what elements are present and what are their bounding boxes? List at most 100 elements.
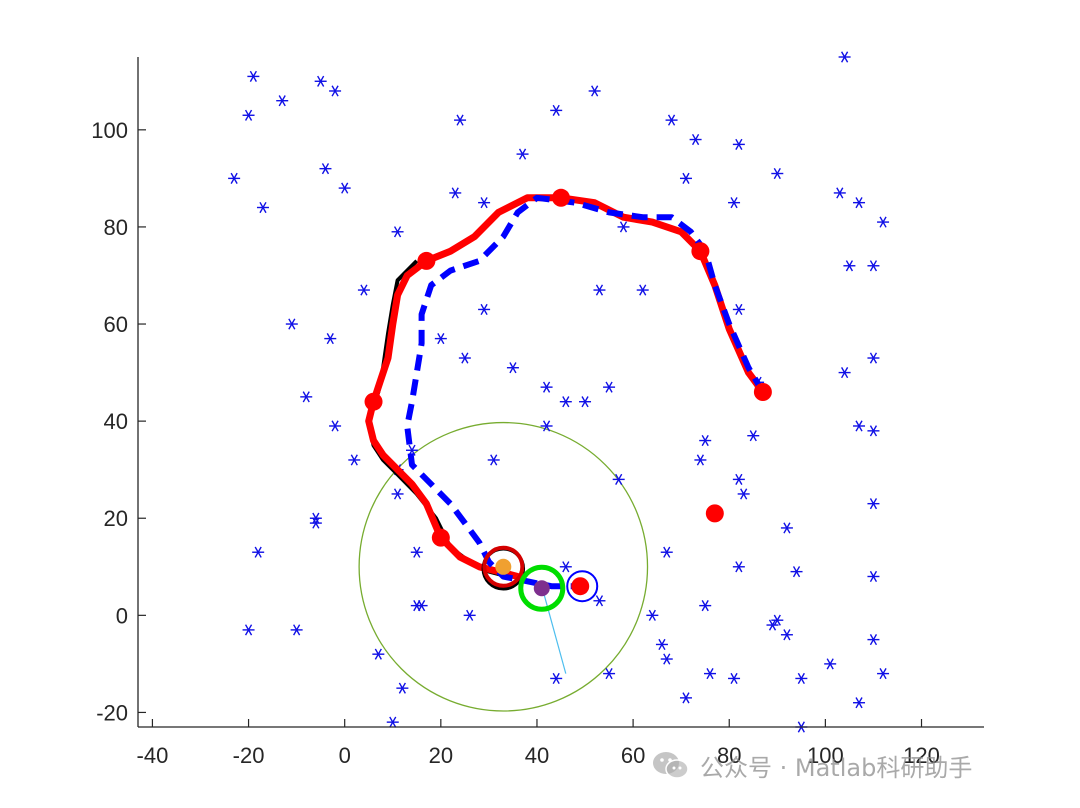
obstacle-stroke: [480, 197, 488, 209]
obstacle-stroke: [249, 70, 257, 82]
obstacle-point: [463, 609, 476, 621]
obstacle-point: [478, 197, 491, 209]
obstacle-point: [579, 396, 592, 408]
obstacle-stroke: [350, 454, 358, 466]
obstacle-point: [603, 381, 616, 393]
obstacle-point: [636, 284, 649, 296]
obstacle-point: [728, 672, 741, 685]
obstacle-stroke: [855, 420, 863, 432]
obstacle-point: [732, 303, 745, 316]
obstacle-point: [646, 609, 659, 621]
obstacle-point: [838, 367, 851, 379]
obstacle-stroke: [302, 391, 310, 403]
obstacle-point: [780, 522, 793, 534]
obstacle-point: [559, 561, 572, 573]
obstacle-point: [324, 333, 337, 345]
obstacle-stroke: [562, 561, 570, 573]
obstacle-stroke: [552, 672, 560, 685]
obstacle-stroke: [293, 624, 301, 636]
obstacle-point: [694, 454, 707, 466]
obstacle-stroke: [869, 498, 878, 510]
watermark-text: 公众号 · Matlab科研助手: [700, 754, 973, 782]
obstacle-stroke: [605, 381, 613, 393]
obstacle-stroke: [466, 609, 474, 621]
obstacle-stroke: [658, 638, 666, 651]
obstacle-point: [516, 148, 529, 160]
obstacle-stroke: [869, 425, 878, 437]
obstacle-point: [458, 352, 471, 364]
waypoint-marker: [417, 251, 436, 270]
obstacle-stroke: [244, 624, 253, 636]
obstacle-point: [593, 595, 606, 607]
obstacle-point: [540, 420, 553, 432]
obstacle-point: [228, 172, 241, 184]
obstacle-point: [617, 221, 630, 233]
obstacle-stroke: [393, 488, 402, 500]
current-position-dot: [495, 558, 512, 575]
obstacle-stroke: [562, 396, 570, 408]
obstacle-stroke: [701, 600, 709, 612]
obstacle-point: [867, 425, 880, 437]
obstacle-point: [867, 352, 880, 364]
obstacle-stroke: [619, 221, 628, 233]
obstacle-point: [506, 362, 519, 374]
obstacle-stroke: [855, 197, 863, 209]
obstacle-point: [478, 303, 491, 316]
obstacle-stroke: [331, 420, 339, 432]
obstacle-stroke: [735, 303, 743, 316]
obstacle-stroke: [773, 167, 781, 180]
obstacle-point: [540, 381, 553, 393]
obstacle-stroke: [288, 318, 296, 330]
obstacle-point: [679, 172, 692, 184]
obstacle-stroke: [413, 546, 421, 558]
obstacle-point: [454, 114, 467, 126]
obstacle-point: [867, 570, 880, 583]
obstacle-stroke: [321, 163, 330, 175]
tick-layer: -40 -20 0 20 40 60 80 100 120 -20 0 20 40 60 80 100: [91, 118, 940, 768]
obstacle-point: [780, 629, 793, 641]
obstacle-point: [242, 624, 255, 636]
obstacle-point: [329, 85, 342, 97]
sensor-range-layer: [358, 421, 649, 712]
obstacle-point: [699, 600, 712, 612]
obstacle-point: [309, 517, 322, 529]
watermark: 公众号 · Matlab科研助手: [652, 748, 972, 783]
obstacle-stroke: [451, 187, 459, 199]
obstacle-stroke: [663, 546, 671, 558]
obstacle-stroke: [667, 114, 676, 126]
obstacle-stroke: [518, 148, 527, 160]
obstacle-point: [867, 260, 880, 272]
current-position-ring: [482, 545, 525, 588]
obstacle-point: [795, 672, 808, 685]
obstacle-point: [550, 672, 563, 685]
obstacle-stroke: [552, 104, 560, 116]
obstacle-stroke: [840, 367, 849, 379]
obstacle-stroke: [740, 488, 748, 500]
obstacle-stroke: [730, 197, 738, 209]
obstacle-stroke: [783, 522, 791, 534]
obstacle-stroke: [826, 658, 834, 670]
obstacle-point: [410, 546, 423, 558]
x-tick-label: 20: [429, 743, 453, 768]
obstacle-stroke: [374, 648, 382, 660]
actual-path-line: [365, 194, 767, 580]
planned-path-line: [404, 194, 766, 595]
obstacle-point: [559, 396, 572, 408]
obstacle-stroke: [735, 138, 743, 150]
obstacle-stroke: [879, 216, 887, 228]
obstacle-stroke: [749, 430, 757, 442]
obstacle-stroke: [696, 454, 705, 466]
obstacle-point: [824, 658, 837, 670]
obstacle-point: [300, 391, 313, 403]
obstacle-point: [314, 75, 327, 87]
obstacle-point: [665, 114, 678, 126]
obstacle-point: [766, 619, 779, 631]
obstacle-point: [391, 488, 404, 500]
obstacle-stroke: [840, 51, 849, 63]
obstacle-stroke: [605, 668, 613, 680]
obstacle-point: [790, 566, 803, 578]
obstacle-stroke: [461, 352, 469, 364]
obstacle-stroke: [701, 434, 709, 447]
y-tick-label: 20: [104, 506, 128, 531]
obstacle-point: [660, 546, 673, 558]
